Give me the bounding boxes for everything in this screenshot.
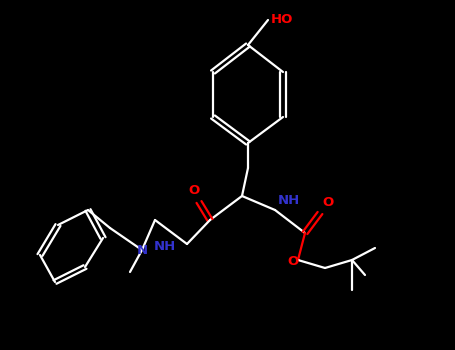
Text: O: O <box>322 196 334 210</box>
Text: NH: NH <box>153 240 176 253</box>
Text: N: N <box>136 244 147 257</box>
Text: HO: HO <box>270 13 293 26</box>
Text: O: O <box>189 184 200 197</box>
Text: NH: NH <box>277 194 299 206</box>
Text: O: O <box>287 255 298 268</box>
